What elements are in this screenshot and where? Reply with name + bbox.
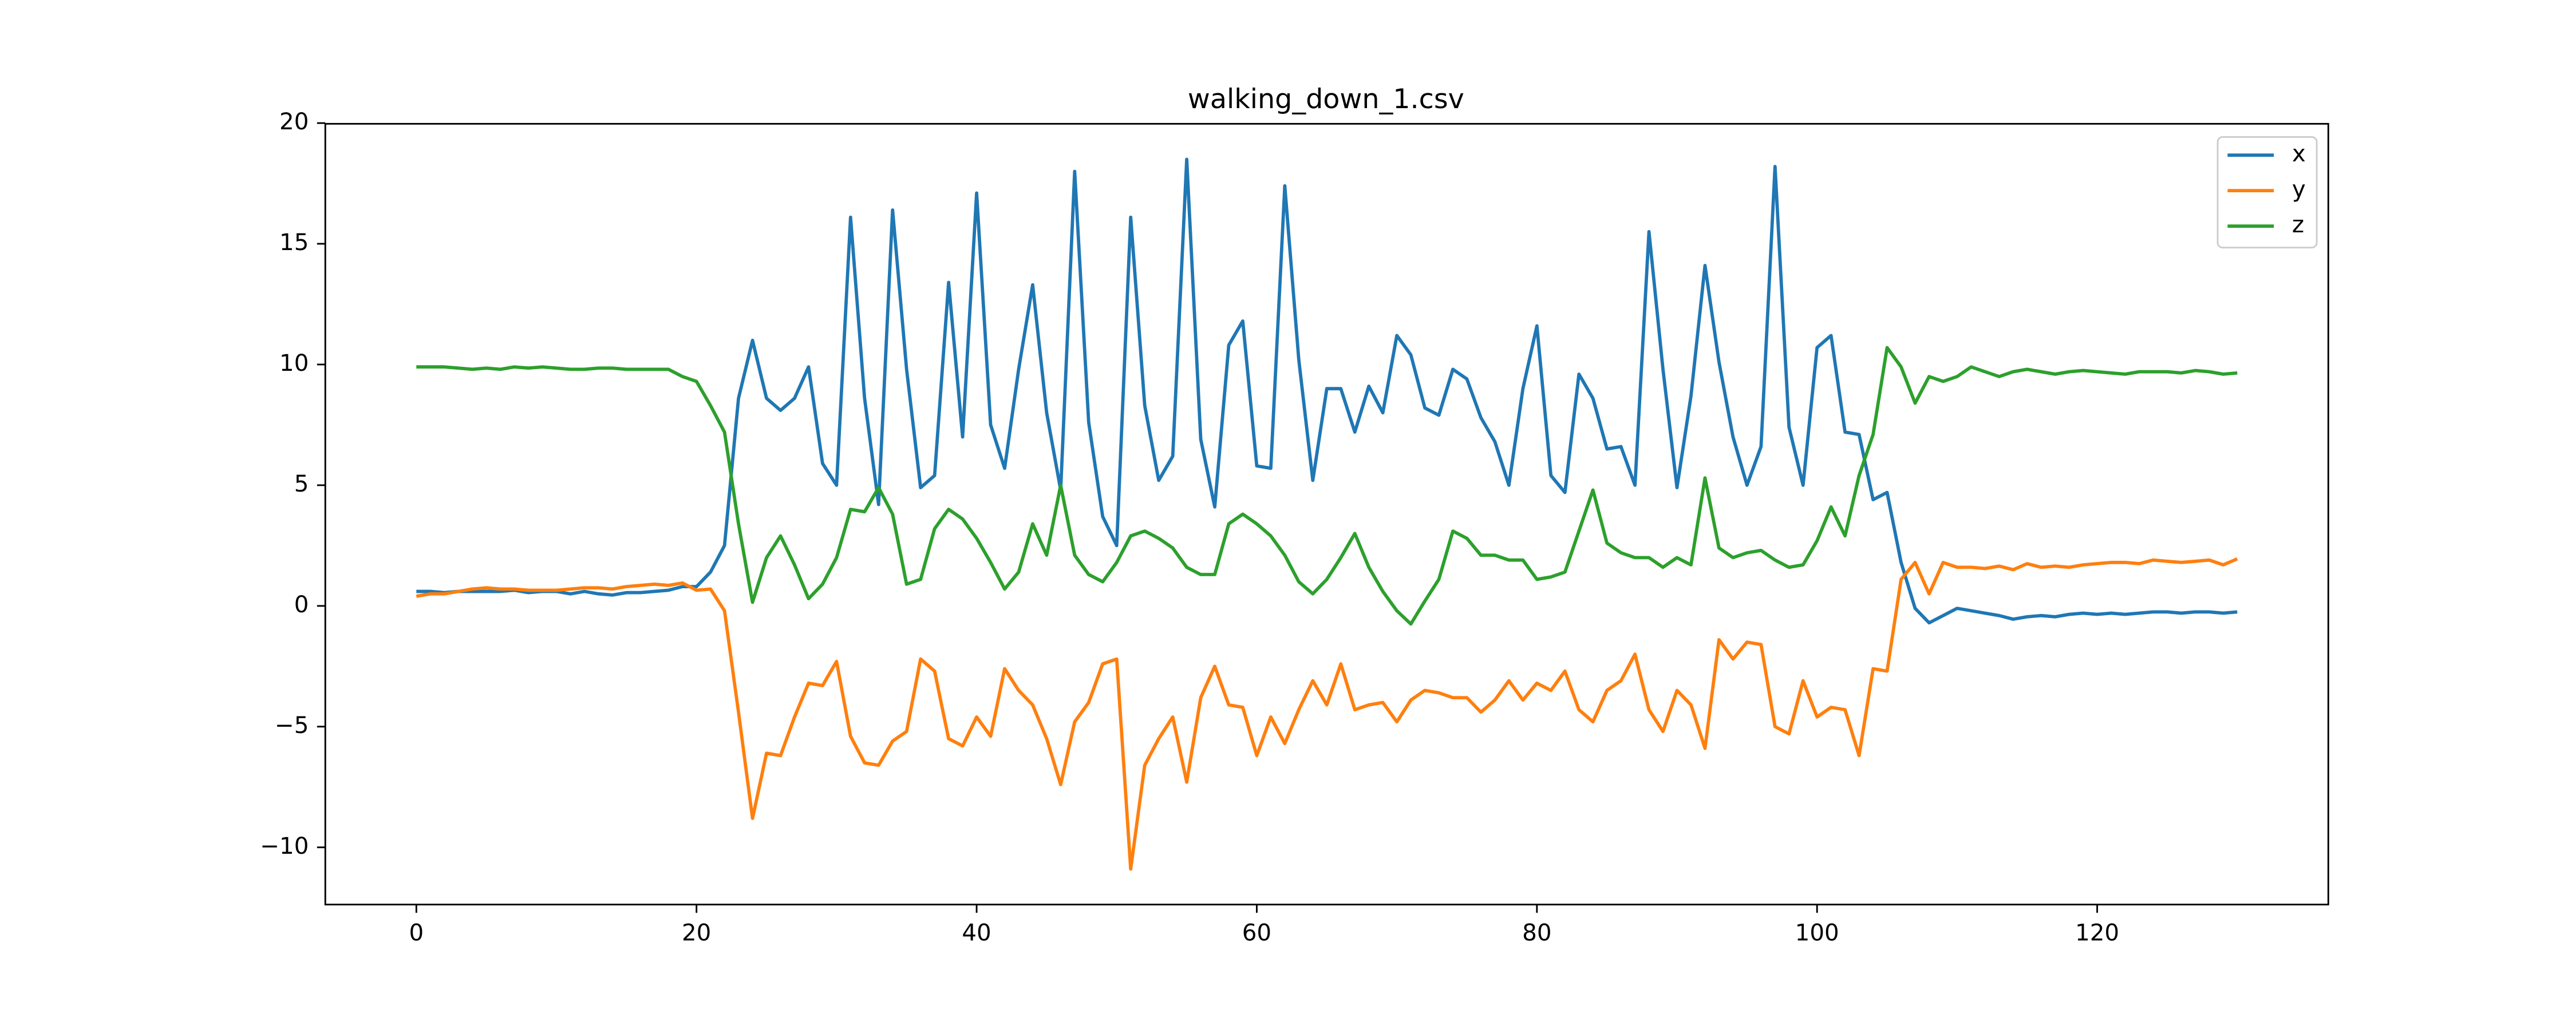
y-tick-label: −5: [275, 712, 309, 739]
legend-label: y: [2292, 176, 2306, 203]
chart-title: walking_down_1.csv: [1188, 84, 1464, 115]
x-tick-label: 120: [2075, 920, 2119, 946]
x-tick-label: 100: [1795, 920, 1839, 946]
y-tick-label: 15: [279, 229, 309, 256]
x-tick-label: 60: [1242, 920, 1271, 946]
x-tick-label: 40: [962, 920, 991, 946]
y-tick-label: 5: [294, 470, 309, 497]
legend-label: x: [2292, 140, 2306, 167]
data-line: [416, 557, 2238, 871]
x-tick-label: 80: [1522, 920, 1551, 946]
y-tick-label: 0: [294, 591, 309, 618]
x-tick-label: 0: [409, 920, 424, 946]
data-line: [416, 346, 2238, 626]
data-line: [416, 157, 2238, 625]
legend: xyz: [2217, 136, 2318, 249]
x-tick-label: 20: [682, 920, 711, 946]
legend-label: z: [2292, 211, 2304, 238]
y-tick-label: 20: [279, 108, 309, 135]
y-tick-label: 10: [279, 350, 309, 377]
plot-frame: [324, 122, 2329, 906]
y-tick-label: −10: [260, 833, 309, 859]
